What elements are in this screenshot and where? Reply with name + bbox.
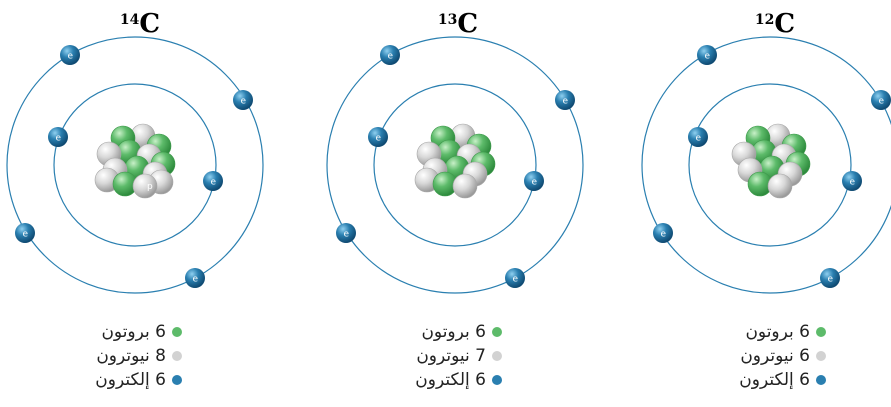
electron — [15, 223, 35, 243]
electron-label: e — [388, 52, 394, 62]
legend-electrons-label: 6 إلكترون — [739, 370, 810, 390]
electron-label: e — [532, 178, 538, 188]
electron — [233, 90, 253, 110]
electron-label: e — [23, 230, 29, 240]
electron-label: e — [241, 97, 247, 107]
inner-orbit — [53, 83, 217, 247]
electron — [820, 268, 840, 288]
legend-neutrons-label: 7 نيوترون — [416, 346, 486, 366]
outer-orbit — [326, 36, 584, 294]
nucleus — [731, 123, 811, 199]
proton-dot-icon — [492, 327, 502, 337]
electron — [185, 268, 205, 288]
electron — [48, 127, 68, 147]
electron — [555, 90, 575, 110]
neutron — [132, 173, 158, 199]
electron — [842, 171, 862, 191]
legend-protons-label: 6 بروتون — [745, 322, 810, 342]
electron — [524, 171, 544, 191]
legend-row-protons: 6 بروتون — [382, 320, 502, 344]
nucleus — [414, 123, 496, 199]
legend-row-protons: 6 بروتون — [706, 320, 826, 344]
neutron-dot-icon — [816, 351, 826, 361]
electron-label: e — [344, 230, 350, 240]
electron — [871, 90, 891, 110]
legend-row-electrons: 6 إلكترون — [706, 368, 826, 392]
electrons: e e e e e e — [336, 45, 575, 288]
electron — [203, 171, 223, 191]
nucleus — [94, 123, 176, 199]
neutron-dot-icon — [492, 351, 502, 361]
proton-dot-icon — [816, 327, 826, 337]
electron-label: e — [850, 178, 856, 188]
neutron — [767, 173, 793, 199]
legend-neutrons-label: 6 نيوترون — [740, 346, 810, 366]
electron-dot-icon — [492, 375, 502, 385]
neutron — [452, 173, 478, 199]
electron-dot-icon — [172, 375, 182, 385]
isotope-title: 12C — [755, 9, 795, 39]
proton-dot-icon — [172, 327, 182, 337]
electron — [653, 223, 673, 243]
inner-orbit — [688, 83, 852, 247]
atom-carbon-12: 12C e e e e e e — [641, 9, 891, 294]
proton-label: p — [147, 182, 153, 192]
legend-row-protons: 6 بروتون — [62, 320, 182, 344]
electron — [505, 268, 525, 288]
electron-label: e — [696, 134, 702, 144]
legend-row-neutrons: 8 نيوترون — [62, 344, 182, 368]
isotope-title: 13C — [438, 9, 478, 39]
outer-orbit — [6, 36, 264, 294]
electron-label: e — [211, 178, 217, 188]
electron-label: e — [705, 52, 711, 62]
electron-label: e — [563, 97, 569, 107]
legend-carbon-14: 6 بروتون 8 نيوترون 6 إلكترون — [62, 320, 182, 392]
electrons: e e e e e e — [653, 45, 891, 288]
electron-label: e — [193, 275, 199, 285]
electron — [688, 127, 708, 147]
legend-carbon-13: 6 بروتون 7 نيوترون 6 إلكترون — [382, 320, 502, 392]
electron-label: e — [513, 275, 519, 285]
neutron-dot-icon — [172, 351, 182, 361]
legend-row-neutrons: 6 نيوترون — [706, 344, 826, 368]
electron — [697, 45, 717, 65]
electron — [60, 45, 80, 65]
legend-row-electrons: 6 إلكترون — [62, 368, 182, 392]
atom-carbon-13: 13C e e e e e e — [326, 9, 584, 294]
legend-protons-label: 6 بروتون — [101, 322, 166, 342]
isotope-title: 14C — [120, 9, 160, 39]
electron-label: e — [56, 134, 62, 144]
inner-orbit — [373, 83, 537, 247]
legend-row-electrons: 6 إلكترون — [382, 368, 502, 392]
electron-label: e — [879, 97, 885, 107]
legend-row-neutrons: 7 نيوترون — [382, 344, 502, 368]
atom-carbon-14: 14C p e e e e e e — [6, 9, 264, 294]
electron-label: e — [68, 52, 74, 62]
outer-orbit — [641, 36, 891, 294]
legend-electrons-label: 6 إلكترون — [95, 370, 166, 390]
electron-label: e — [376, 134, 382, 144]
electron — [368, 127, 388, 147]
electron — [336, 223, 356, 243]
legend-neutrons-label: 8 نيوترون — [96, 346, 166, 366]
electron-dot-icon — [816, 375, 826, 385]
electrons: e e e e e e — [15, 45, 253, 288]
legend-electrons-label: 6 إلكترون — [415, 370, 486, 390]
electron-label: e — [828, 275, 834, 285]
electron-label: e — [661, 230, 667, 240]
legend-carbon-12: 6 بروتون 6 نيوترون 6 إلكترون — [706, 320, 826, 392]
electron — [380, 45, 400, 65]
legend-protons-label: 6 بروتون — [421, 322, 486, 342]
